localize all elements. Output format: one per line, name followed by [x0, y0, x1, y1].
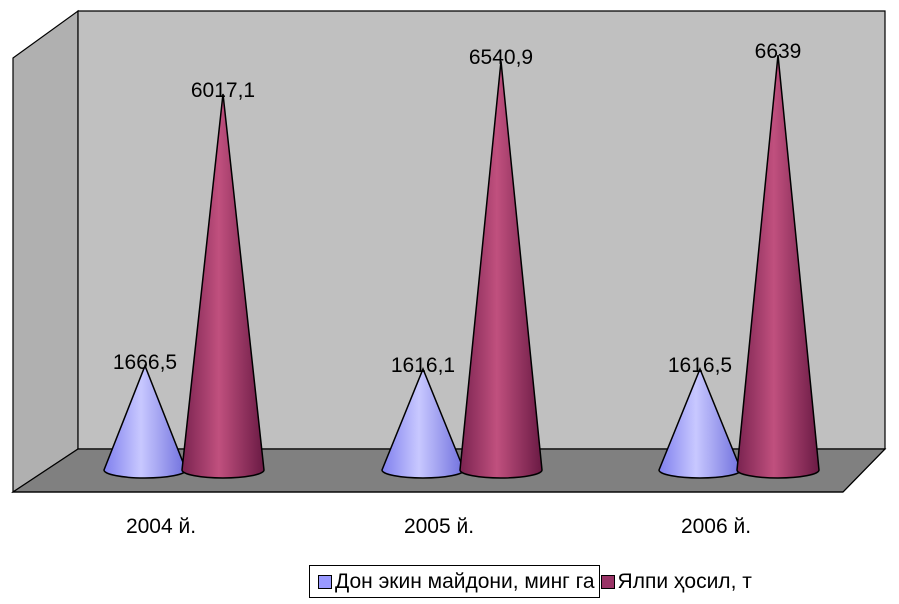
x-tick-label-2: 2006 й. — [681, 515, 751, 538]
data-label-2-1: 6639 — [755, 40, 802, 63]
legend-label-series-0: Дон экин майдони, минг га — [335, 569, 595, 593]
cone-1-1 — [459, 61, 543, 479]
data-label-1-0: 1616,1 — [391, 354, 455, 377]
legend: Дон экин майдони, минг га Ялпи ҳосил, т — [309, 565, 752, 598]
data-label-0-0: 1666,5 — [113, 351, 177, 374]
data-label-1-1: 6540,9 — [469, 46, 533, 69]
cone-0-1 — [181, 93, 265, 479]
legend-swatch-series-0 — [318, 574, 332, 589]
data-label-2-0: 1616,5 — [668, 354, 732, 377]
legend-item-series-1: Ялпи ҳосил, т — [600, 569, 752, 594]
axis-end — [842, 448, 886, 493]
legend-item-series-0: Дон экин майдони, минг га — [318, 570, 595, 594]
chart-labels: 1666,5 6017,1 2004 й. 1616,1 6540,9 2005 й. 16… — [113, 40, 801, 538]
cone-2-1 — [736, 54, 820, 479]
legend-label-series-1: Ялпи ҳосил, т — [617, 569, 752, 593]
data-label-0-1: 6017,1 — [191, 79, 255, 102]
chart-marks — [103, 54, 820, 479]
x-tick-label-1: 2005 й. — [404, 515, 474, 538]
x-tick-label-0: 2004 й. — [126, 515, 196, 538]
side-wall — [12, 9, 79, 494]
legend-swatch-series-1 — [600, 574, 615, 589]
